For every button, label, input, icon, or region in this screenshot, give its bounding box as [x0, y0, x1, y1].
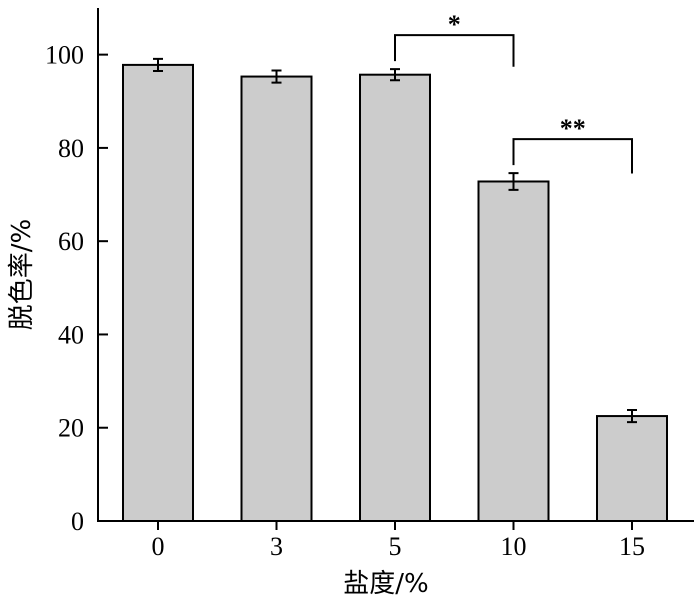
x-tick-label: 15 — [619, 532, 645, 561]
bar — [122, 63, 194, 522]
bars — [122, 63, 668, 523]
significance-brackets: *** — [394, 10, 633, 174]
error-bar — [627, 409, 637, 424]
bar — [359, 73, 431, 522]
y-tick-label: 60 — [58, 227, 84, 256]
y-tick-label: 80 — [58, 134, 84, 163]
y-tick-label: 40 — [58, 320, 84, 349]
x-tick-label: 10 — [501, 532, 527, 561]
significance-label: * — [448, 10, 461, 39]
x-tick-label: 0 — [152, 532, 165, 561]
axes-frame — [97, 8, 694, 522]
error-bar — [508, 172, 519, 191]
x-axis-label: 盐度/% — [343, 569, 428, 599]
bar — [477, 180, 550, 522]
bar — [240, 75, 313, 523]
y-axis-label: 脱色率/% — [7, 219, 37, 330]
y-tick-label: 0 — [71, 507, 84, 536]
y-axis-ticks: 0 20 40 60 80 100 — [45, 41, 108, 536]
significance-label: ** — [560, 114, 586, 143]
error-bars — [153, 57, 637, 424]
error-bar — [271, 69, 282, 84]
significance-bracket — [512, 138, 633, 174]
y-tick-label: 20 — [58, 414, 84, 443]
error-bar — [153, 57, 163, 72]
x-tick-label: 3 — [270, 532, 283, 561]
y-tick-label: 100 — [45, 41, 84, 70]
significance-bracket — [394, 34, 515, 67]
error-bar — [390, 68, 400, 82]
x-tick-label: 5 — [389, 532, 402, 561]
x-axis-ticks: 0 3 5 10 15 — [152, 521, 645, 561]
bar — [596, 415, 668, 522]
